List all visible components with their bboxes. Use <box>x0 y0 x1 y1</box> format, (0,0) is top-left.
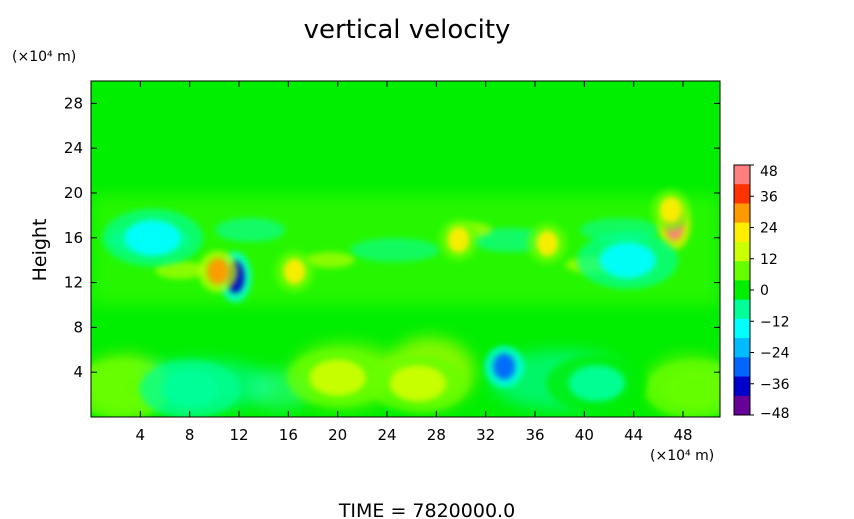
colorbar-label: 0 <box>760 283 769 299</box>
colorbar-segment <box>734 241 750 262</box>
colorbar-segment <box>734 376 750 397</box>
heatmap-feature <box>389 365 446 402</box>
heatmap-feature <box>283 258 306 285</box>
heatmap-feature <box>207 258 230 285</box>
x-tick-label: 8 <box>185 426 195 444</box>
heatmap-feature <box>447 227 470 254</box>
colorbar-label: −12 <box>760 314 790 330</box>
colorbar-label: 36 <box>760 189 778 205</box>
x-tick-label: 20 <box>328 426 347 444</box>
colorbar-segment <box>734 395 750 416</box>
colorbar-label: 24 <box>760 221 778 237</box>
heatmap-features <box>91 189 720 417</box>
time-label: TIME = 7820000.0 <box>338 500 515 519</box>
y-axis-unit: (×10⁴ m) <box>12 49 76 65</box>
heatmap-feature <box>124 219 181 256</box>
colorbar-segment <box>734 357 750 378</box>
y-tick-label: 24 <box>64 139 83 157</box>
colorbar-label: −36 <box>760 377 790 393</box>
heatmap-feature <box>659 196 682 223</box>
heatmap-feature <box>536 230 559 257</box>
x-tick-label: 32 <box>476 426 495 444</box>
colorbar-label: 12 <box>760 252 778 268</box>
y-tick-label: 28 <box>64 94 83 112</box>
colorbar-segment <box>734 318 750 339</box>
y-axis-ticks: 4 8 12 16 20 24 28 <box>64 94 720 381</box>
heatmap-feature <box>309 359 366 396</box>
x-tick-label: 4 <box>136 426 146 444</box>
colorbar-segment <box>734 165 750 185</box>
x-tick-label: 36 <box>525 426 544 444</box>
heatmap-feature <box>161 371 218 407</box>
heatmap-feature <box>93 371 150 407</box>
y-tick-label: 20 <box>64 184 83 202</box>
y-tick-label: 16 <box>64 229 83 247</box>
colorbar-label: −48 <box>760 406 790 422</box>
heatmap-feature <box>568 365 625 402</box>
x-tick-label: 12 <box>229 426 248 444</box>
x-axis-ticks: 4 8 12 16 20 24 28 32 36 40 44 48 <box>136 81 693 444</box>
x-tick-label: 28 <box>427 426 446 444</box>
colorbar-segment <box>734 222 750 243</box>
plot-frame <box>90 80 721 418</box>
heatmap-feature <box>599 242 656 279</box>
x-tick-label: 16 <box>279 426 298 444</box>
colorbar: 48 36 24 12 0 −12 −24 −36 −48 <box>733 164 790 422</box>
colorbar-segment <box>734 299 750 320</box>
colorbar-segments <box>734 165 750 416</box>
colorbar-segment <box>734 184 750 204</box>
colorbar-label: −24 <box>760 346 790 362</box>
y-axis-label: Height <box>29 219 51 282</box>
colorbar-label: 48 <box>760 164 778 180</box>
x-axis-unit: (×10⁴ m) <box>650 448 714 464</box>
x-tick-label: 44 <box>624 426 643 444</box>
x-tick-label: 24 <box>377 426 396 444</box>
heatmap-feature <box>493 353 516 380</box>
colorbar-segment <box>734 280 750 301</box>
colorbar-segment <box>734 203 750 224</box>
heatmap-feature <box>667 371 720 407</box>
x-tick-label: 40 <box>575 426 594 444</box>
colorbar-segment <box>734 261 750 281</box>
colorbar-labels: 48 36 24 12 0 −12 −24 −36 −48 <box>750 164 790 422</box>
colorbar-segment <box>734 338 750 358</box>
y-tick-label: 8 <box>73 318 83 336</box>
x-tick-label: 48 <box>673 426 692 444</box>
y-tick-label: 12 <box>64 274 83 292</box>
y-tick-label: 4 <box>73 363 83 381</box>
chart-title: vertical velocity <box>304 15 511 45</box>
